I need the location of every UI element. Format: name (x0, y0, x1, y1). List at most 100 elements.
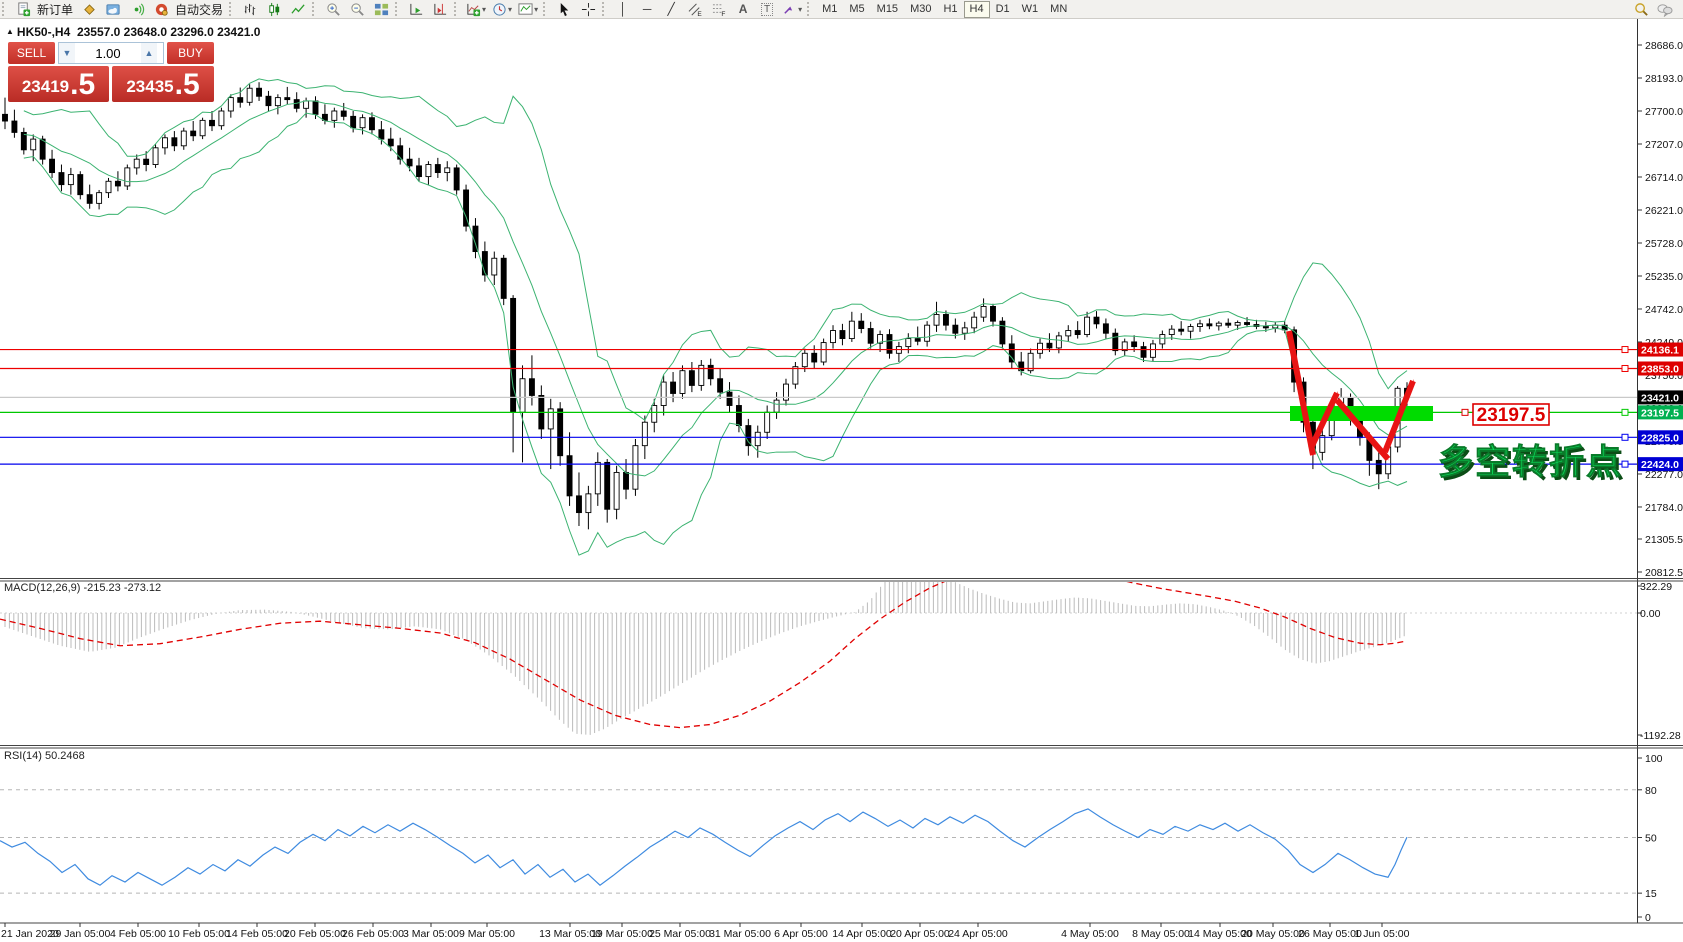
candle-chart-button[interactable] (262, 0, 286, 18)
svg-text:-1192.28: -1192.28 (1640, 730, 1681, 742)
note-handle[interactable] (1461, 408, 1469, 416)
trendline-tool[interactable]: ╱ (659, 0, 683, 18)
svg-text:4 May 05:00: 4 May 05:00 (1061, 928, 1119, 940)
svg-text:28686.0: 28686.0 (1645, 40, 1683, 52)
bar-chart-button[interactable] (238, 0, 262, 18)
sonar-icon (134, 2, 144, 16)
autotrade-button[interactable] (149, 0, 173, 18)
svg-text:F: F (721, 11, 725, 17)
bollinger-bands (23, 78, 1408, 556)
templates-button[interactable]: ▾ (515, 0, 541, 18)
toolbar-grip (807, 2, 814, 16)
red-trend-arrow[interactable] (1308, 393, 1340, 450)
svg-text:28193.0: 28193.0 (1645, 73, 1683, 85)
new-order-button[interactable] (11, 0, 35, 18)
search-button[interactable] (1629, 0, 1653, 18)
fibonacci-tool[interactable]: F (707, 0, 731, 18)
chart-ohlc-values: 23557.0 23648.0 23296.0 23421.0 (76, 25, 261, 39)
price-axis: 24136.1 23853.0 23421.0 23197.5 22825.0 22424… (1638, 342, 1683, 472)
price-note-box[interactable] (1472, 403, 1550, 426)
price-note-text[interactable]: 23197.5 (1477, 405, 1546, 426)
red-trend-arrow[interactable] (1334, 398, 1391, 461)
red-trend-arrow[interactable] (1286, 330, 1313, 455)
timeframe-button-W1[interactable]: W1 (1021, 3, 1039, 15)
volume-decrease-button[interactable]: ▼ (59, 43, 75, 63)
indicators-button[interactable]: ▾ (463, 0, 489, 18)
timeframe-button-H1[interactable]: H1 (943, 3, 958, 15)
line-chart-button[interactable] (286, 0, 310, 18)
market-watch-button[interactable] (77, 0, 101, 18)
timeframe-button-H4[interactable]: H4 (963, 0, 990, 18)
chart-shift-button[interactable] (428, 0, 452, 18)
cn-annotation-shadow: 多空转折点 (1441, 446, 1626, 485)
red-trend-arrow[interactable] (1382, 381, 1416, 454)
sell-button[interactable]: SELL (8, 42, 55, 64)
zoom-in-button[interactable] (321, 0, 345, 18)
new-order-label[interactable]: 新订单 (37, 2, 74, 17)
sell-price-button[interactable]: 23419 .5 (8, 66, 109, 102)
volume-input[interactable] (75, 43, 141, 63)
horizontal-line-tool[interactable]: ─ (635, 0, 659, 18)
search-icon (1634, 2, 1648, 16)
timeframe-button-M30[interactable]: M30 (910, 3, 932, 15)
cursor-button[interactable] (552, 0, 576, 18)
line-handle[interactable] (1621, 408, 1629, 416)
line-handle[interactable] (1621, 364, 1629, 372)
horizontal-price-lines[interactable] (0, 346, 1637, 468)
community-button[interactable] (1653, 0, 1677, 18)
svg-text:19 Mar 05:00: 19 Mar 05:00 (591, 928, 653, 940)
svg-text:1 Jun 05:00: 1 Jun 05:00 (1355, 928, 1410, 940)
svg-text:26221.0: 26221.0 (1645, 205, 1683, 217)
rsi-name: RSI(14) (4, 750, 42, 762)
rsi-indicator-label: RSI(14) 50.2468 (4, 750, 85, 762)
candlesticks (2, 82, 1410, 530)
text-tool[interactable]: A (731, 0, 755, 18)
line-handle[interactable] (1621, 433, 1629, 441)
macd-indicator-label: MACD(12,26,9) -215.23 -273.12 (4, 582, 161, 594)
green-highlight-zone[interactable] (1290, 406, 1433, 421)
channel-tool[interactable]: E (683, 0, 707, 18)
autotrade-icon (155, 3, 168, 16)
timeframe-button-M15[interactable]: M15 (876, 3, 899, 15)
svg-text:25728.0: 25728.0 (1645, 238, 1683, 250)
line-handle[interactable] (1621, 346, 1629, 354)
arrows-tool[interactable]: ▾ (779, 0, 805, 18)
svg-text:26 Feb 05:00: 26 Feb 05:00 (342, 928, 404, 940)
collapse-panel-icon[interactable]: ▲ (6, 27, 14, 36)
buy-button[interactable]: BUY (167, 42, 214, 64)
chevron-down-icon: ▾ (534, 4, 539, 14)
toolbar-grip (543, 2, 550, 16)
gold-diamond-icon (83, 3, 95, 15)
svg-text:22825.0: 22825.0 (1641, 432, 1679, 444)
vertical-line-tool[interactable]: │ (611, 0, 635, 18)
data-window-button[interactable] (101, 0, 125, 18)
auto-scroll-button[interactable] (404, 0, 428, 18)
buy-price-button[interactable]: 23435 .5 (112, 66, 214, 102)
timeframe-button-MN[interactable]: MN (1050, 3, 1068, 15)
vertical-line-icon: │ (619, 2, 627, 16)
sell-price-fraction: .5 (70, 68, 96, 101)
zoom-out-icon (350, 2, 364, 16)
volume-increase-button[interactable]: ▲ (141, 43, 157, 63)
zoom-out-button[interactable] (345, 0, 369, 18)
chart-shift-icon (433, 3, 446, 15)
tile-windows-button[interactable] (369, 0, 393, 18)
buy-price-fraction: .5 (174, 68, 200, 101)
channel-icon: E (688, 3, 702, 17)
timeframe-button-M5[interactable]: M5 (849, 3, 865, 15)
timeframe-button-D1[interactable]: D1 (995, 3, 1010, 15)
rsi-line (0, 808, 1408, 886)
crosshair-button[interactable] (576, 0, 600, 18)
toolbar-grip (2, 2, 9, 16)
cn-annotation-text[interactable]: 多空转折点 (1438, 443, 1623, 483)
sounds-button[interactable] (125, 0, 149, 18)
periods-button[interactable]: ▾ (489, 0, 515, 18)
autotrade-label[interactable]: 自动交易 (175, 2, 224, 17)
line-chart-icon (290, 3, 305, 14)
text-label-tool[interactable]: T (755, 0, 779, 18)
svg-text:24136.1: 24136.1 (1641, 345, 1679, 357)
line-handle[interactable] (1621, 460, 1629, 468)
timeframe-button-M1[interactable]: M1 (822, 3, 838, 15)
